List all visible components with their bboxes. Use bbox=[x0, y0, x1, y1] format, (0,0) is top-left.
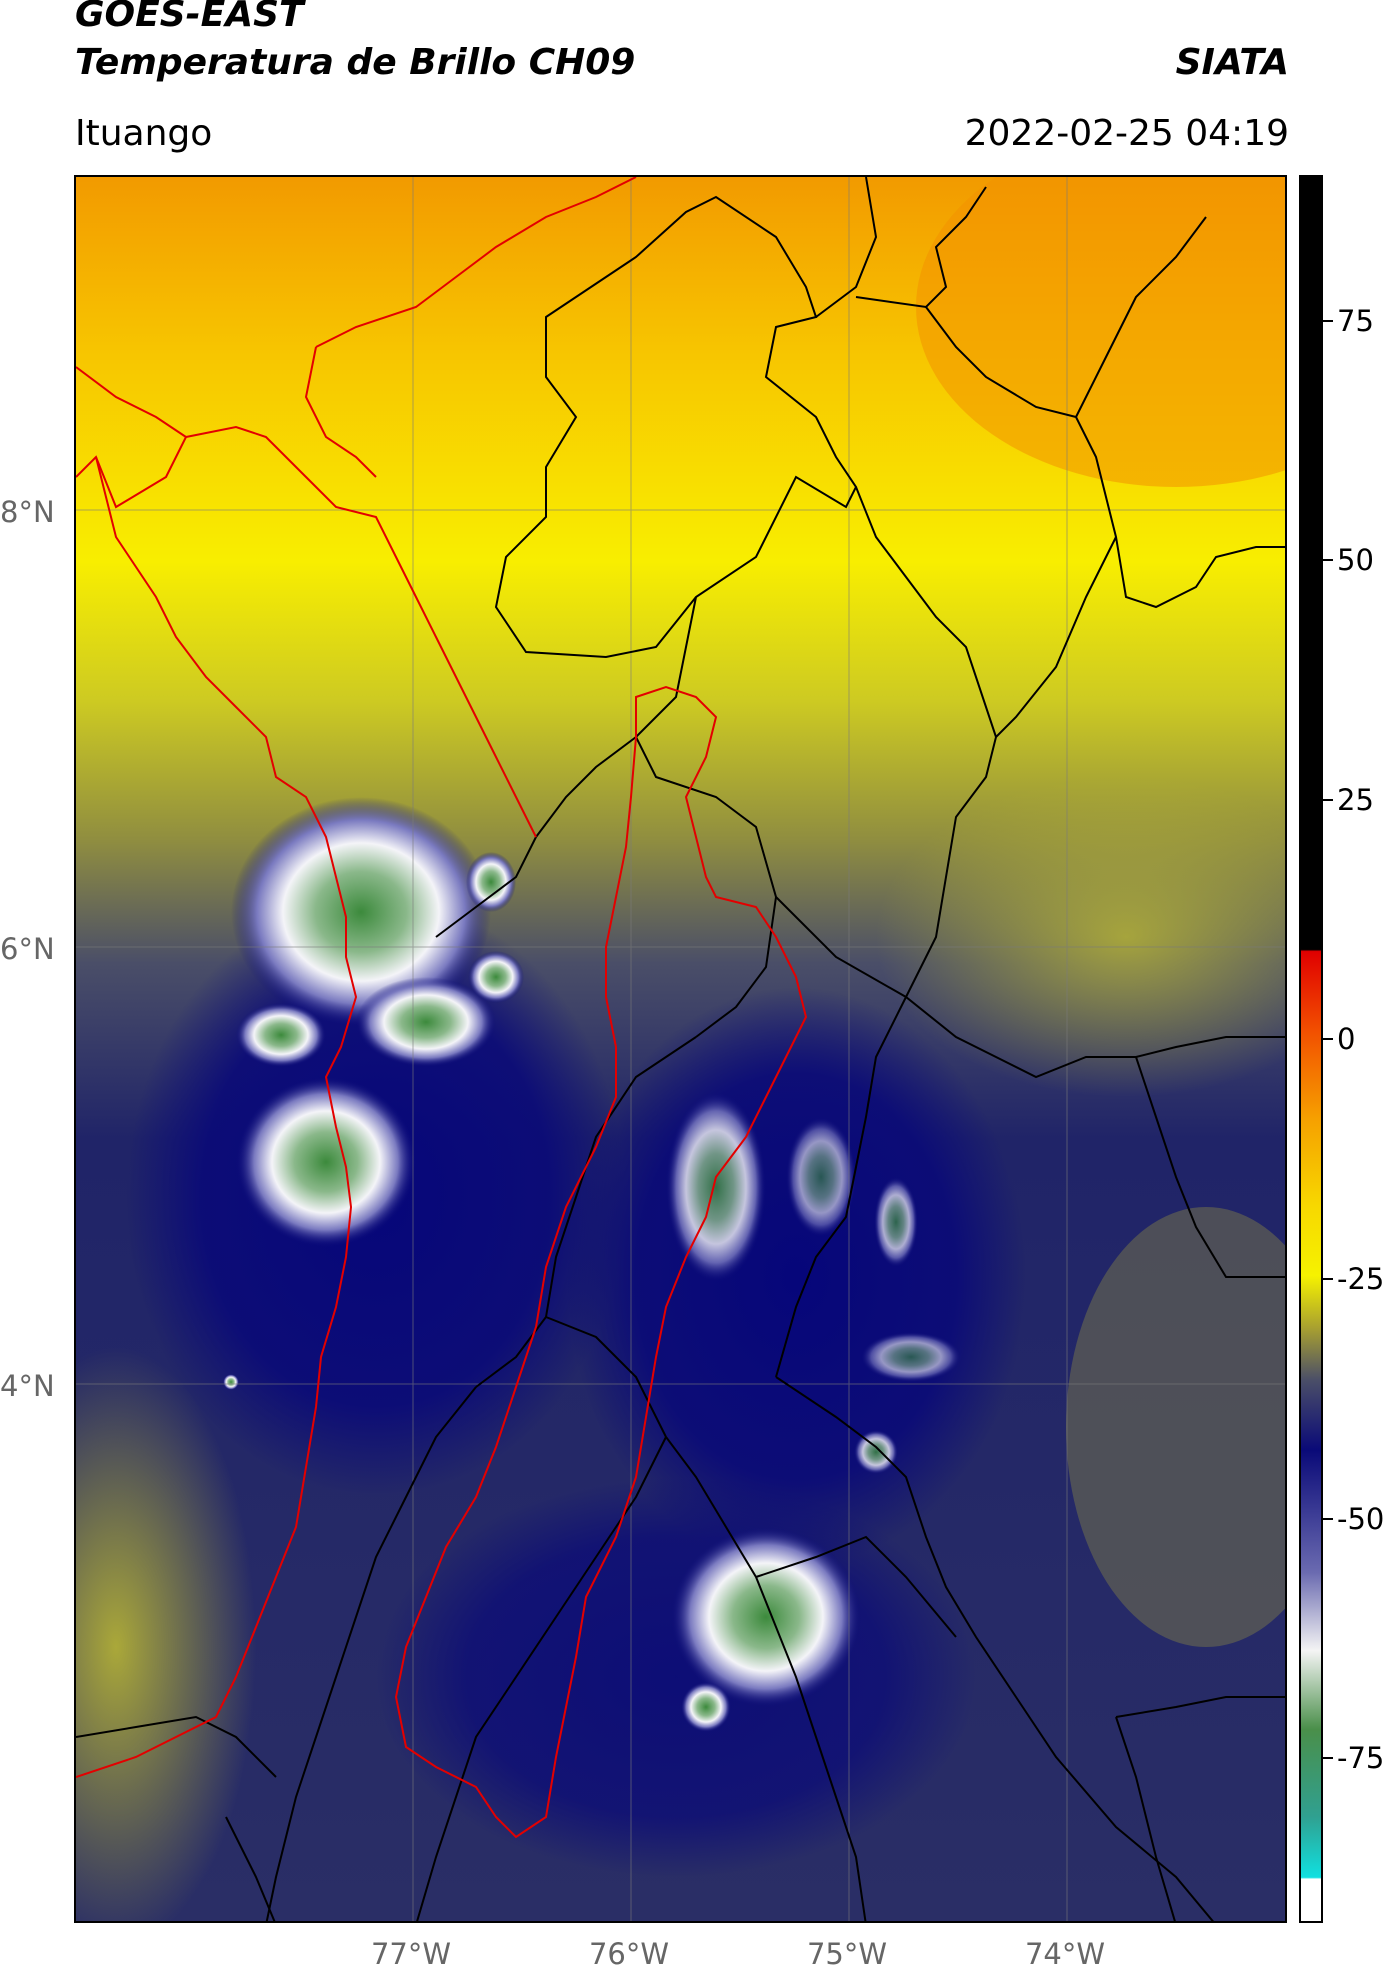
cloud-top bbox=[671, 1527, 861, 1707]
region-label: Ituango bbox=[75, 113, 213, 154]
cloud-top bbox=[236, 1003, 326, 1067]
colorbar-tick-label: 25 bbox=[1337, 782, 1374, 817]
cloud-top bbox=[874, 1177, 918, 1267]
datetime-label: 2022-02-25 04:19 bbox=[964, 113, 1289, 154]
olive-patch bbox=[1066, 1207, 1285, 1647]
colorbar-tick-label: 0 bbox=[1337, 1022, 1356, 1057]
map-svg bbox=[76, 177, 1285, 1921]
colorbar-tick-label: -75 bbox=[1337, 1741, 1384, 1776]
cloud-top bbox=[466, 852, 516, 912]
colorbar-tick bbox=[1323, 1038, 1333, 1041]
lon-label-76w: 76°W bbox=[588, 1937, 670, 1971]
cloud-top bbox=[854, 1430, 898, 1474]
product-title: Temperatura de Brillo CH09 bbox=[75, 42, 636, 83]
colorbar-tick-label: 50 bbox=[1337, 543, 1374, 578]
organization-label: SIATA bbox=[1175, 42, 1289, 83]
lon-label-74w: 74°W bbox=[1024, 1937, 1106, 1971]
colorbar-svg bbox=[1301, 177, 1321, 1921]
graticule bbox=[76, 177, 1285, 1921]
cloud-top bbox=[231, 797, 491, 1027]
colorbar-tick bbox=[1323, 1277, 1333, 1280]
lat-label-4n: 4°N bbox=[0, 1369, 55, 1403]
lon-label-77w: 77°W bbox=[370, 1937, 452, 1971]
satellite-map[interactable] bbox=[74, 175, 1287, 1923]
cloud-top bbox=[666, 1092, 766, 1282]
satellite-title: GOES-EAST bbox=[75, 0, 304, 35]
lat-label-6n: 6°N bbox=[0, 932, 55, 966]
colorbar-tick bbox=[1323, 559, 1333, 562]
colorbar-tick-label: 75 bbox=[1337, 303, 1374, 338]
olive-patch bbox=[876, 777, 1285, 1097]
colorbar-tick-label: -25 bbox=[1337, 1261, 1384, 1296]
olive-patch bbox=[76, 1347, 256, 1921]
cloud-top bbox=[681, 1682, 731, 1732]
cold-region bbox=[376, 1477, 976, 1877]
colorbar-tick bbox=[1323, 1517, 1333, 1520]
colorbar-tick bbox=[1323, 319, 1333, 322]
cloud-top bbox=[786, 1117, 856, 1237]
lat-label-8n: 8°N bbox=[0, 495, 55, 529]
cloud-top bbox=[236, 1077, 416, 1247]
colorbar bbox=[1299, 175, 1323, 1923]
cloud-top bbox=[223, 1374, 239, 1390]
region-borders bbox=[76, 177, 808, 1839]
cloud-top bbox=[468, 951, 524, 1003]
department-borders bbox=[76, 177, 1285, 1921]
cloud-top bbox=[356, 977, 496, 1067]
colorbar-tick bbox=[1323, 1757, 1333, 1760]
cloud-top bbox=[861, 1332, 961, 1382]
warm-patch bbox=[916, 177, 1285, 487]
colorbar-tick bbox=[1323, 798, 1333, 801]
lon-label-75w: 75°W bbox=[806, 1937, 888, 1971]
colorbar-tick-label: -50 bbox=[1337, 1501, 1384, 1536]
